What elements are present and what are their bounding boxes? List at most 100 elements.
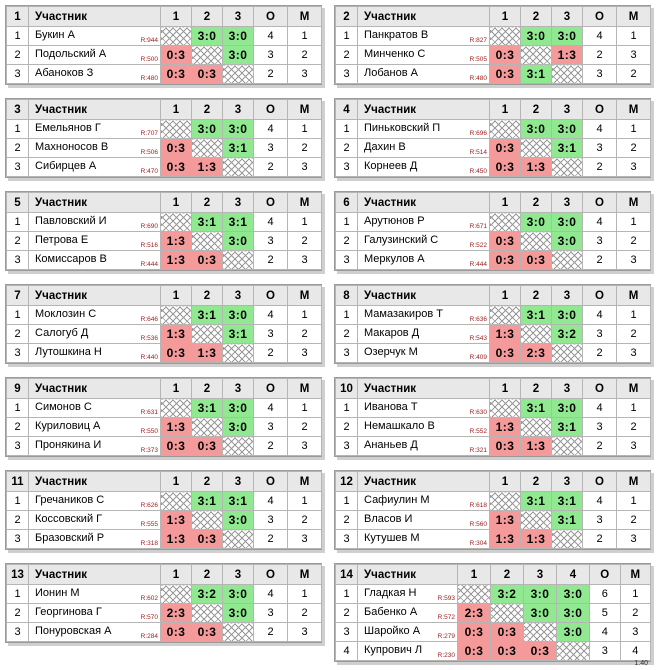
player-name[interactable]: Сибирцев А: [35, 160, 97, 172]
player-name[interactable]: Павловский И: [35, 215, 107, 227]
score-cell: 3:1: [222, 491, 254, 511]
group-table: 4 Участник 1 2 3 О М 1 Пиньковский П R:696 3:0 3:0 4…: [334, 98, 651, 178]
player-name[interactable]: Коссовский Г: [35, 513, 103, 525]
player-name[interactable]: Купрович Л: [364, 644, 423, 656]
participant-header: Участник: [28, 471, 161, 492]
player-cell: Сибирцев А R:470: [28, 157, 161, 177]
place-cell: 2: [616, 64, 651, 84]
player-name[interactable]: Кутушев М: [364, 532, 420, 544]
player-rating: R:572: [437, 614, 455, 621]
player-name[interactable]: Подольский А: [35, 48, 107, 60]
column-header: 1: [160, 471, 192, 492]
column-header: 3: [523, 564, 557, 585]
player-name[interactable]: Емельянов Г: [35, 122, 101, 134]
player-name[interactable]: Власов И: [364, 513, 413, 525]
column-header: О: [253, 471, 288, 492]
self-cell: [457, 584, 491, 604]
player-rating: R:827: [469, 37, 487, 44]
player-row: 2 Петрова Е R:516 1:3 3:0 3 2: [6, 231, 322, 251]
player-name[interactable]: Махноносов В: [35, 141, 109, 153]
player-rating: R:944: [140, 37, 158, 44]
player-name[interactable]: Петрова Е: [35, 234, 89, 246]
seed-number: 1: [6, 398, 29, 418]
self-cell: [191, 417, 223, 437]
player-name[interactable]: Арутюнов Р: [364, 215, 425, 227]
player-name[interactable]: Симонов С: [35, 401, 92, 413]
player-name[interactable]: Шаройко А: [364, 625, 421, 637]
player-rating: R:450: [469, 168, 487, 175]
player-name[interactable]: Ионин М: [35, 587, 80, 599]
player-name[interactable]: Салогуб Д: [35, 327, 89, 339]
score-cell: 2:3: [160, 603, 192, 623]
score-cell: 1:3: [489, 417, 521, 437]
player-name[interactable]: Сафиулин М: [364, 494, 430, 506]
player-name[interactable]: Пиньковский П: [364, 122, 441, 134]
points-cell: 4: [582, 305, 617, 325]
place-cell: 1: [619, 584, 651, 604]
player-name[interactable]: Понуровская А: [35, 625, 112, 637]
self-cell: [551, 436, 583, 456]
score-cell: 0:3: [191, 529, 223, 549]
player-name[interactable]: Бабенко А: [364, 606, 418, 618]
column-header: О: [582, 285, 617, 306]
points-cell: 6: [589, 584, 621, 604]
score-cell: 0:3: [160, 157, 192, 177]
player-name[interactable]: Иванова Т: [364, 401, 418, 413]
player-name[interactable]: Куриловиц А: [35, 420, 101, 432]
self-cell: [551, 250, 583, 270]
self-cell: [191, 231, 223, 251]
player-name[interactable]: Галузинский С: [364, 234, 439, 246]
player-name[interactable]: Панкратов В: [364, 29, 429, 41]
player-name[interactable]: Лутошкина Н: [35, 346, 102, 358]
player-name[interactable]: Озерчук М: [364, 346, 418, 358]
column-header: О: [582, 6, 617, 27]
score-cell: 3:0: [191, 26, 223, 46]
column-header: О: [253, 564, 288, 585]
column-header: 2: [191, 378, 223, 399]
self-cell: [191, 603, 223, 623]
seed-number: 3: [6, 343, 29, 363]
player-name[interactable]: Лобанов А: [364, 67, 418, 79]
player-name[interactable]: Пронякина И: [35, 439, 102, 451]
player-name[interactable]: Гладкая Н: [364, 587, 417, 599]
player-name[interactable]: Гречаников С: [35, 494, 105, 506]
column-header: 3: [551, 99, 583, 120]
column-header: 3: [222, 285, 254, 306]
group-number: 5: [6, 192, 29, 213]
score-cell: 1:3: [551, 45, 583, 65]
score-cell: 0:3: [160, 622, 192, 642]
player-name[interactable]: Дахин В: [364, 141, 406, 153]
player-name[interactable]: Корнеев Д: [364, 160, 418, 172]
group-table: 11 Участник 1 2 3 О М 1 Гречаников С R:626 3:1 3:1 4…: [5, 470, 322, 550]
player-name[interactable]: Макаров Д: [364, 327, 420, 339]
player-rating: R:555: [140, 521, 158, 528]
points-cell: 4: [253, 398, 288, 418]
player-cell: Петрова Е R:516: [28, 231, 161, 251]
player-name[interactable]: Бразовский Р: [35, 532, 105, 544]
player-name[interactable]: Немашкало В: [364, 420, 435, 432]
group-number: 1: [6, 6, 29, 27]
player-name[interactable]: Георгинова Г: [35, 606, 102, 618]
version-label: 1.40: [634, 660, 648, 667]
player-name[interactable]: Ананьев Д: [364, 439, 418, 451]
seed-number: 2: [6, 138, 29, 158]
score-cell: 3:0: [222, 119, 254, 139]
place-cell: 2: [619, 603, 651, 623]
seed-number: 1: [6, 212, 29, 232]
column-header: 3: [222, 378, 254, 399]
column-header: 2: [191, 99, 223, 120]
player-name[interactable]: Комиссаров В: [35, 253, 107, 265]
column-header: 2: [520, 471, 552, 492]
score-cell: 3:1: [551, 138, 583, 158]
player-name[interactable]: Мамазакиров Т: [364, 308, 443, 320]
player-name[interactable]: Абаноков З: [35, 67, 94, 79]
player-name[interactable]: Моклозин С: [35, 308, 97, 320]
place-cell: 1: [616, 212, 651, 232]
player-name[interactable]: Минченко С: [364, 48, 426, 60]
column-header: М: [616, 6, 651, 27]
player-name[interactable]: Меркулов А: [364, 253, 425, 265]
player-cell: Гладкая Н R:593: [357, 584, 458, 604]
group-table: 9 Участник 1 2 3 О М 1 Симонов С R:631 3:1 3:0 4 1 2 Ку…: [5, 377, 322, 457]
place-cell: 1: [616, 398, 651, 418]
player-name[interactable]: Букин А: [35, 29, 75, 41]
